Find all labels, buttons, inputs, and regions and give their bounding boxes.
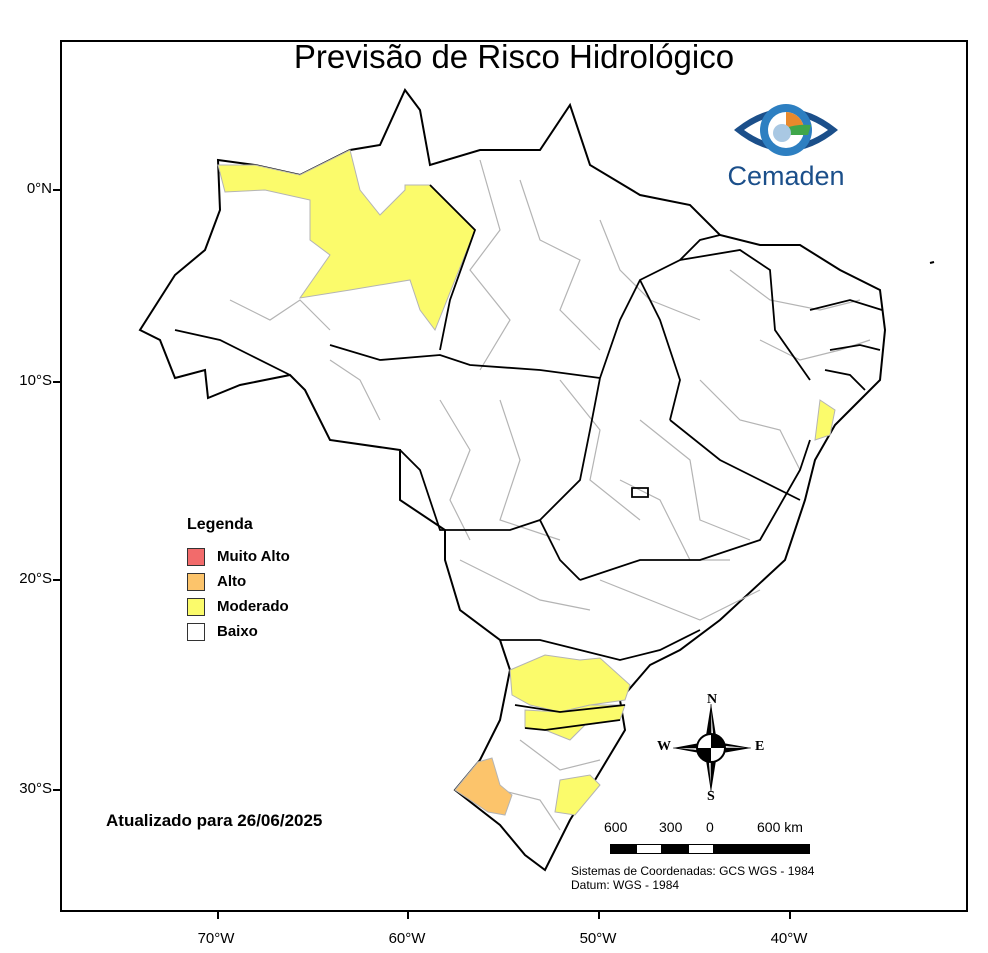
scale-label: 0 xyxy=(706,819,714,835)
crs-datum: Datum: WGS - 1984 xyxy=(571,878,680,892)
legend: Legenda Muito Alto Alto Moderado Baixo xyxy=(187,516,290,644)
lon-label-70w: 70°W xyxy=(197,930,235,947)
legend-swatch-high xyxy=(187,572,205,591)
brazil-outline xyxy=(138,88,887,872)
updated-date: Atualizado para 26/06/2025 xyxy=(106,811,323,830)
logo-text: Cemaden xyxy=(727,161,845,191)
crs-system: Sistemas de Coordenadas: GCS WGS - 1984 xyxy=(571,864,815,878)
map-title: Previsão de Risco Hidrológico xyxy=(293,38,735,75)
legend-label: Baixo xyxy=(217,623,258,640)
compass-n: N xyxy=(707,692,718,707)
compass-w: W xyxy=(657,739,671,754)
scale-label: 600 xyxy=(604,819,628,835)
scale-segment xyxy=(714,844,810,854)
legend-item: Baixo xyxy=(187,619,290,644)
legend-item: Muito Alto xyxy=(187,544,290,569)
lon-label-40w: 40°W xyxy=(770,930,808,947)
lat-tick xyxy=(53,579,61,581)
lat-label-20s: 20°S xyxy=(19,570,52,587)
legend-label: Muito Alto xyxy=(217,548,290,565)
moderate-risk-areas xyxy=(217,149,836,816)
scale-segment xyxy=(662,844,688,854)
moderate-area-parana xyxy=(509,654,631,713)
lat-label-0n: 0°N xyxy=(26,180,52,197)
lat-tick xyxy=(53,789,61,791)
scale-label: 300 xyxy=(659,819,683,835)
eye-icon xyxy=(734,104,838,156)
legend-swatch-very-high xyxy=(187,547,205,566)
scale-segment xyxy=(636,844,662,854)
legend-item: Moderado xyxy=(187,594,290,619)
moderate-area-rs-coast xyxy=(554,774,601,816)
lat-label-10s: 10°S xyxy=(19,372,52,389)
state-borders xyxy=(174,184,883,731)
scale-segment xyxy=(688,844,714,854)
legend-swatch-moderate xyxy=(187,597,205,616)
compass-icon xyxy=(672,703,752,793)
coordinate-system: Sistemas de Coordenadas: GCS WGS - 1984 … xyxy=(571,864,814,892)
moderate-area-bahia-coast xyxy=(814,399,836,441)
high-risk-area xyxy=(454,757,513,816)
scale-label: 600 km xyxy=(757,819,803,835)
compass-s: S xyxy=(707,789,715,804)
scale-bar: 600 300 0 600 km xyxy=(604,817,816,857)
lon-tick xyxy=(789,911,791,919)
lon-tick xyxy=(598,911,600,919)
lon-label-50w: 50°W xyxy=(579,930,617,947)
legend-swatch-low xyxy=(187,622,205,641)
moderate-area-amazonas xyxy=(217,149,476,332)
lat-tick xyxy=(53,381,61,383)
island-mark xyxy=(929,261,935,264)
lat-label-30s: 30°S xyxy=(19,780,52,797)
lon-tick xyxy=(217,911,219,919)
legend-label: Moderado xyxy=(217,598,289,615)
lon-tick xyxy=(407,911,409,919)
compass-e: E xyxy=(755,739,765,754)
scale-segment xyxy=(610,844,636,854)
compass-rose: N S W E xyxy=(655,692,767,804)
legend-title: Legenda xyxy=(187,516,253,533)
legend-item: Alto xyxy=(187,569,290,594)
lon-label-60w: 60°W xyxy=(388,930,426,947)
legend-label: Alto xyxy=(217,573,247,590)
lat-tick xyxy=(53,189,61,191)
cemaden-logo: Cemaden xyxy=(716,95,856,191)
municipal-borders xyxy=(229,159,871,831)
